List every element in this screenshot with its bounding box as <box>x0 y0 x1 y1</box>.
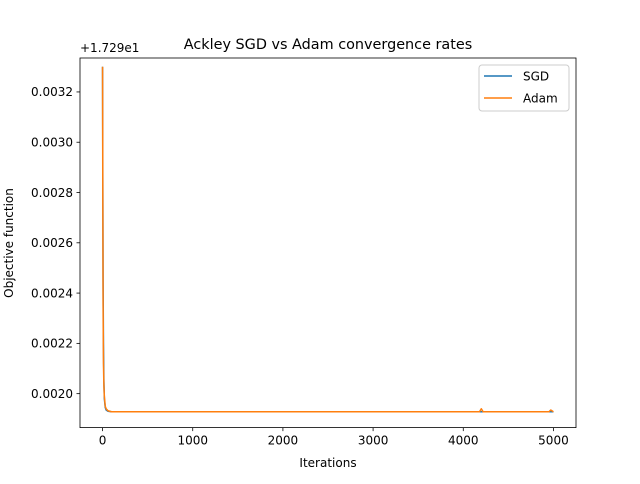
x-axis-label: Iterations <box>299 456 356 470</box>
x-tick-label: 2000 <box>268 434 299 448</box>
x-tick-label: 3000 <box>358 434 389 448</box>
x-tick-label: 4000 <box>448 434 479 448</box>
y-tick-label: 0.0024 <box>31 286 73 300</box>
y-tick-label: 0.0030 <box>31 136 73 150</box>
x-tick-label: 1000 <box>177 434 208 448</box>
y-tick-label: 0.0026 <box>31 236 73 250</box>
legend-label-adam: Adam <box>523 92 558 106</box>
y-tick-label: 0.0020 <box>31 387 73 401</box>
chart-title: Ackley SGD vs Adam convergence rates <box>184 37 473 53</box>
x-tick-label: 0 <box>99 434 107 448</box>
y-tick-label: 0.0022 <box>31 337 73 351</box>
y-axis-offset-text: +1.729e1 <box>80 41 139 55</box>
legend-label-sgd: SGD <box>523 70 549 84</box>
y-tick-label: 0.0028 <box>31 186 73 200</box>
y-tick-label: 0.0032 <box>31 85 73 99</box>
legend: SGD Adam <box>479 65 569 111</box>
x-tick-label: 5000 <box>538 434 569 448</box>
y-axis-label: Objective function <box>2 188 16 298</box>
